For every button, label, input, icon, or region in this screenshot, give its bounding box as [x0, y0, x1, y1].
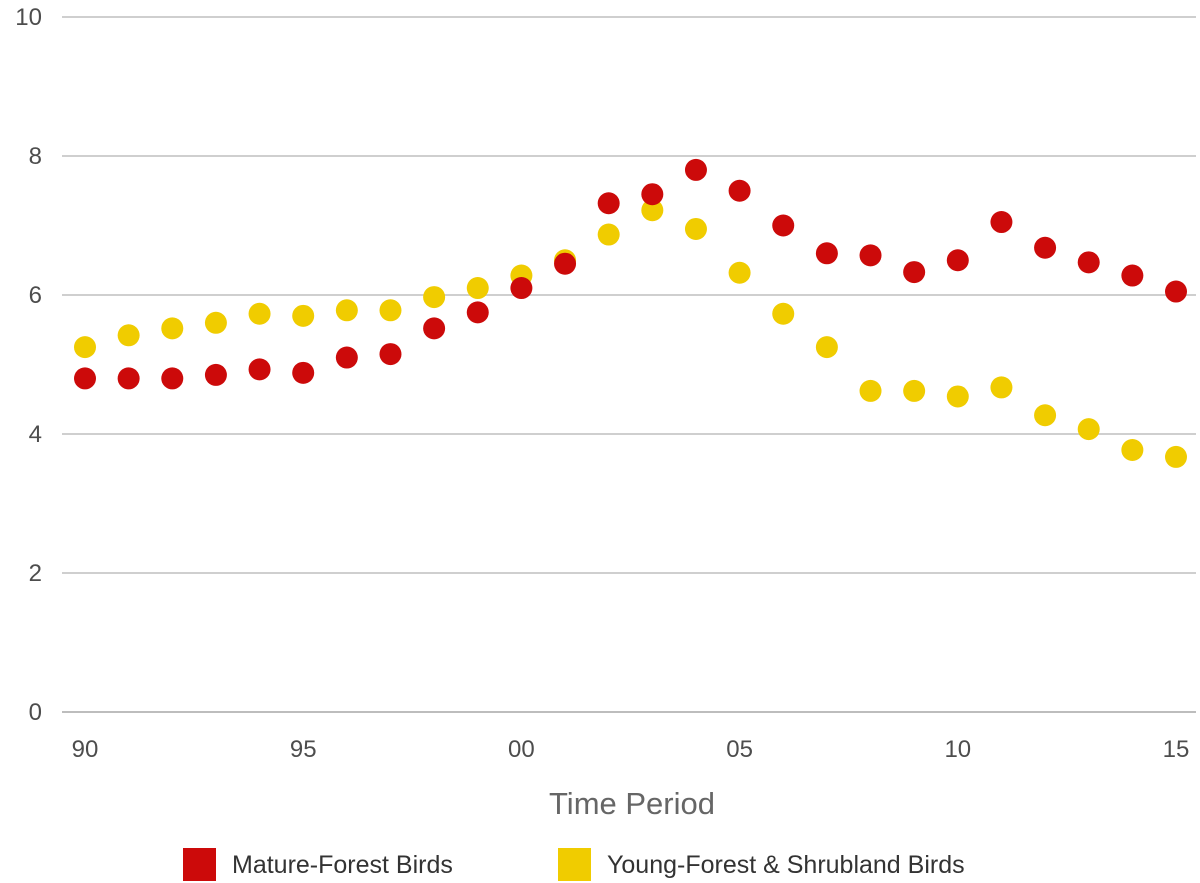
point-young-forest-shrubland-birds — [1121, 438, 1144, 461]
point-mature-forest-birds — [74, 367, 96, 390]
y-tick-label: 6 — [29, 282, 42, 309]
point-young-forest-shrubland-birds — [335, 299, 358, 322]
point-mature-forest-birds — [859, 244, 882, 267]
point-mature-forest-birds — [510, 277, 533, 300]
point-mature-forest-birds — [161, 367, 184, 390]
x-tick-label: 95 — [290, 736, 317, 763]
point-young-forest-shrubland-birds — [292, 304, 315, 327]
point-mature-forest-birds — [554, 252, 577, 275]
point-young-forest-shrubland-birds — [728, 261, 751, 284]
point-mature-forest-birds — [815, 242, 838, 265]
point-young-forest-shrubland-birds — [597, 223, 620, 246]
point-young-forest-shrubland-birds — [641, 199, 664, 222]
x-tick-label: 00 — [508, 736, 535, 763]
point-young-forest-shrubland-birds — [903, 379, 926, 402]
point-mature-forest-birds — [597, 192, 620, 215]
point-young-forest-shrubland-birds — [815, 336, 838, 359]
point-mature-forest-birds — [292, 361, 315, 384]
x-tick-label: 90 — [72, 736, 99, 763]
legend-swatch-young-forest-shrubland-birds — [558, 848, 591, 881]
point-young-forest-shrubland-birds — [990, 376, 1013, 399]
point-mature-forest-birds — [1165, 280, 1187, 303]
y-tick-label: 8 — [29, 143, 42, 170]
point-young-forest-shrubland-birds — [74, 336, 96, 359]
x-tick-label: 05 — [726, 736, 753, 763]
y-tick-label: 2 — [29, 560, 42, 587]
x-axis-title: Time Period — [549, 786, 715, 821]
x-tick-label: 15 — [1163, 736, 1190, 763]
point-mature-forest-birds — [990, 211, 1013, 234]
point-mature-forest-birds — [466, 301, 489, 324]
gridlines — [62, 16, 1196, 713]
legend-label-young-forest-shrubland-birds: Young-Forest & Shrubland Birds — [607, 851, 965, 879]
point-young-forest-shrubland-birds — [161, 317, 184, 340]
legend: Mature-Forest Birds Young-Forest & Shrubl… — [183, 848, 965, 881]
point-mature-forest-birds — [248, 358, 271, 381]
point-young-forest-shrubland-birds — [1077, 418, 1100, 441]
point-mature-forest-birds — [379, 343, 402, 366]
point-mature-forest-birds — [423, 317, 446, 340]
point-young-forest-shrubland-birds — [204, 311, 227, 334]
point-mature-forest-birds — [1034, 236, 1057, 259]
point-young-forest-shrubland-birds — [423, 286, 446, 309]
point-young-forest-shrubland-birds — [946, 385, 969, 408]
point-young-forest-shrubland-birds — [859, 379, 882, 402]
point-young-forest-shrubland-birds — [684, 217, 707, 240]
data-points — [74, 158, 1187, 468]
point-young-forest-shrubland-birds — [117, 324, 140, 347]
point-mature-forest-birds — [728, 179, 751, 202]
point-young-forest-shrubland-birds — [248, 302, 271, 325]
point-mature-forest-birds — [204, 363, 227, 386]
point-mature-forest-birds — [684, 158, 707, 181]
point-mature-forest-birds — [903, 261, 926, 284]
point-young-forest-shrubland-birds — [379, 299, 402, 322]
y-tick-label: 10 — [15, 4, 42, 31]
point-young-forest-shrubland-birds — [1165, 445, 1187, 468]
point-mature-forest-birds — [117, 367, 140, 390]
x-axis-ticks: 90 95 00 05 10 15 — [72, 736, 1190, 763]
y-tick-label: 4 — [29, 421, 42, 448]
point-mature-forest-birds — [772, 214, 795, 237]
x-tick-label: 10 — [944, 736, 971, 763]
point-mature-forest-birds — [946, 249, 969, 272]
point-mature-forest-birds — [1077, 251, 1100, 274]
point-mature-forest-birds — [641, 183, 664, 206]
legend-label-mature-forest-birds: Mature-Forest Birds — [232, 851, 453, 879]
point-young-forest-shrubland-birds — [1034, 404, 1057, 427]
legend-swatch-mature-forest-birds — [183, 848, 216, 881]
point-mature-forest-birds — [1121, 264, 1144, 287]
y-tick-label: 0 — [29, 699, 42, 726]
point-young-forest-shrubland-birds — [772, 302, 795, 325]
y-axis-ticks: 0 2 4 6 8 10 — [15, 4, 42, 726]
point-young-forest-shrubland-birds — [466, 277, 489, 300]
point-mature-forest-birds — [335, 346, 358, 369]
